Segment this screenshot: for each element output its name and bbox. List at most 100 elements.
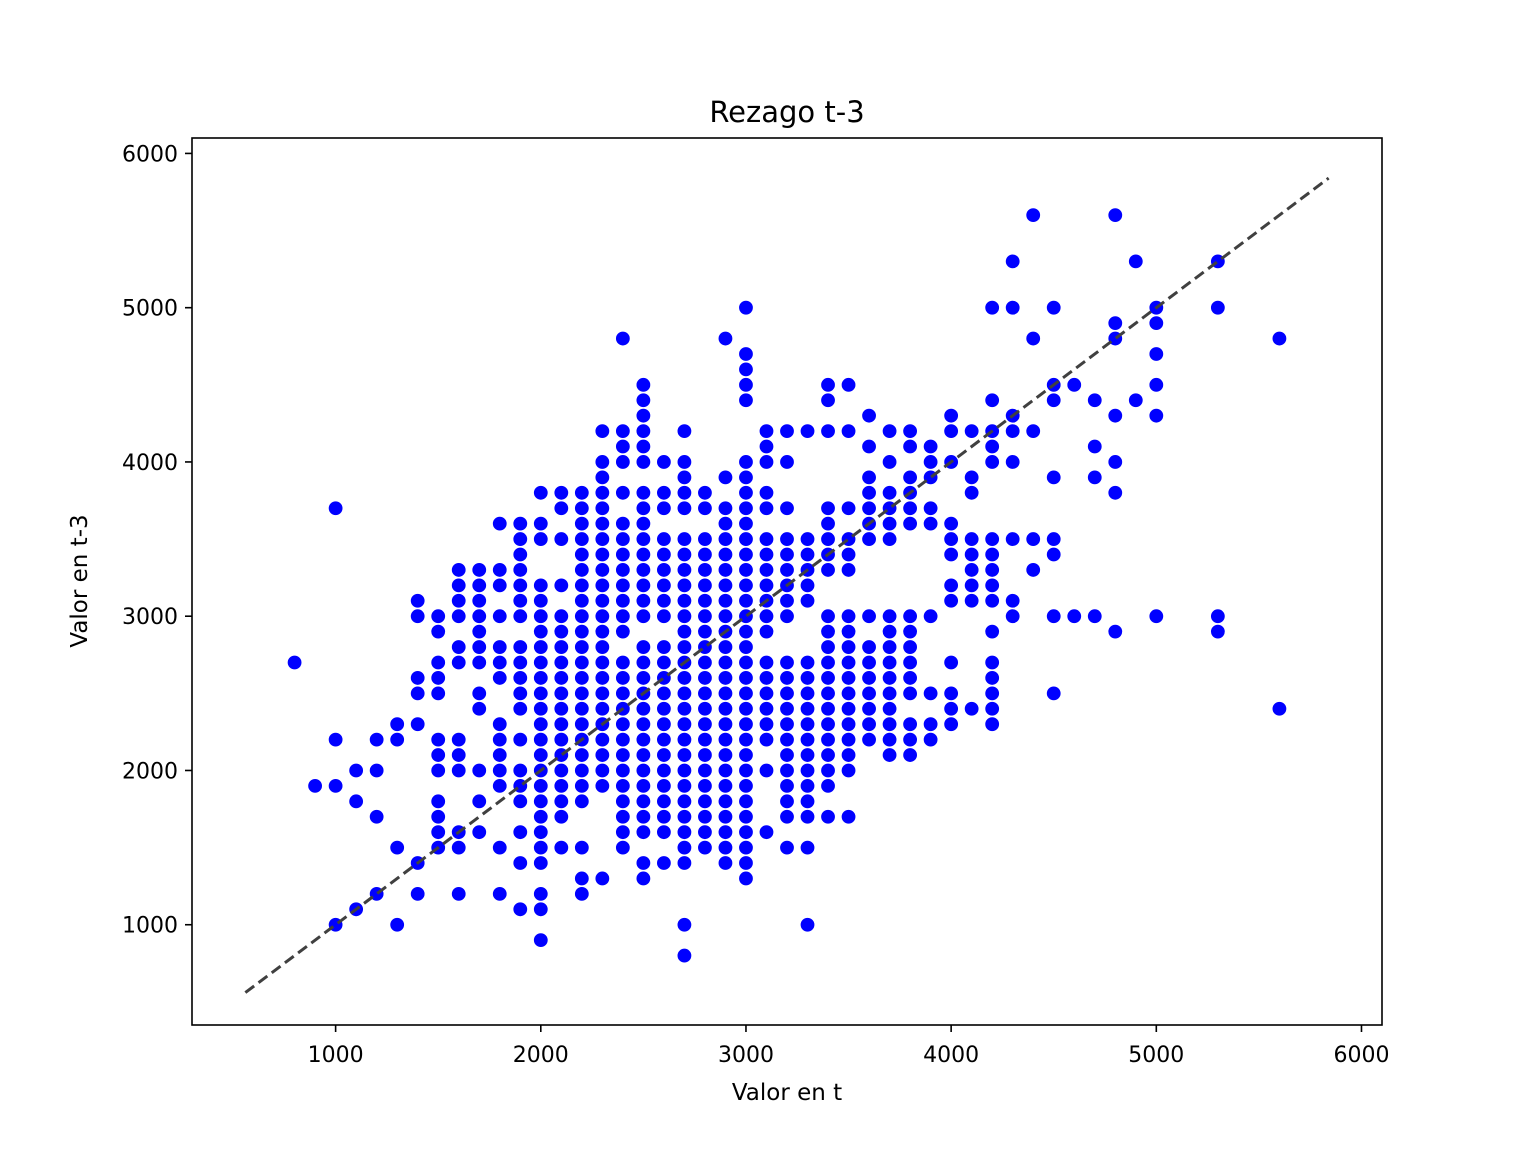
data-point xyxy=(737,731,755,748)
data-point xyxy=(717,731,734,748)
plot-frame xyxy=(191,137,1383,1026)
data-point xyxy=(1209,623,1226,640)
data-point xyxy=(717,608,734,625)
data-point xyxy=(1025,530,1042,548)
data-point xyxy=(389,716,406,733)
data-point xyxy=(655,453,672,471)
data-point xyxy=(758,438,775,455)
data-point xyxy=(573,608,590,625)
data-point xyxy=(635,870,652,887)
data-point xyxy=(860,716,878,733)
data-point xyxy=(860,438,878,455)
data-point xyxy=(553,654,570,671)
data-point xyxy=(778,808,796,825)
data-point xyxy=(984,392,1001,409)
data-point xyxy=(491,654,508,671)
data-point xyxy=(491,777,508,794)
data-point xyxy=(943,685,960,702)
data-point xyxy=(471,561,488,579)
data-point xyxy=(799,762,816,779)
data-point xyxy=(635,808,652,825)
data-point xyxy=(963,469,980,486)
data-point xyxy=(327,777,344,794)
data-point xyxy=(840,700,857,717)
data-point xyxy=(635,530,652,548)
data-point xyxy=(1148,608,1165,625)
data-point xyxy=(717,824,734,841)
data-point xyxy=(491,885,508,902)
data-point xyxy=(635,546,652,563)
data-point xyxy=(594,623,611,640)
data-point xyxy=(1209,299,1226,316)
data-point xyxy=(655,561,672,579)
data-point xyxy=(676,577,693,594)
data-point xyxy=(840,623,857,640)
data-point xyxy=(758,824,775,841)
data-point xyxy=(737,376,755,393)
data-point xyxy=(737,299,755,316)
data-point xyxy=(573,762,590,779)
data-point xyxy=(778,654,796,671)
data-point xyxy=(532,515,549,532)
data-point xyxy=(922,500,939,517)
data-point xyxy=(573,654,590,671)
data-point xyxy=(614,824,631,841)
data-point xyxy=(676,746,693,764)
data-point xyxy=(512,515,529,532)
data-point xyxy=(860,469,878,486)
data-point xyxy=(943,700,960,717)
data-point xyxy=(286,654,303,671)
data-point xyxy=(450,577,467,594)
data-point xyxy=(553,669,570,687)
data-point xyxy=(655,793,672,810)
data-point xyxy=(778,731,796,748)
data-point xyxy=(717,500,734,517)
data-point xyxy=(655,777,672,794)
data-point xyxy=(655,530,672,548)
data-point xyxy=(902,669,919,687)
data-point xyxy=(758,700,775,717)
data-point xyxy=(963,422,980,440)
data-point xyxy=(491,638,508,656)
data-point xyxy=(1066,608,1083,625)
data-point xyxy=(512,854,529,872)
data-point xyxy=(984,453,1001,471)
data-point xyxy=(532,716,549,733)
data-point xyxy=(512,901,529,918)
data-point xyxy=(553,793,570,810)
data-point xyxy=(553,700,570,717)
data-point xyxy=(594,870,611,887)
data-point xyxy=(553,839,570,856)
data-point xyxy=(676,608,693,625)
data-point xyxy=(758,762,775,779)
data-point xyxy=(1045,685,1062,702)
data-point xyxy=(1025,207,1042,224)
data-point xyxy=(696,484,714,501)
data-point xyxy=(491,716,508,733)
data-point xyxy=(902,746,919,764)
data-point xyxy=(614,546,631,563)
data-point xyxy=(819,808,837,825)
data-point xyxy=(819,638,837,656)
data-point xyxy=(840,716,857,733)
data-point xyxy=(635,746,652,764)
data-point xyxy=(389,731,406,748)
data-point xyxy=(902,654,919,671)
data-point xyxy=(676,500,693,517)
data-point xyxy=(717,685,734,702)
data-point xyxy=(450,731,467,748)
data-point xyxy=(902,515,919,532)
data-point xyxy=(348,793,365,810)
data-point xyxy=(491,839,508,856)
data-point xyxy=(778,592,796,609)
data-point xyxy=(1004,453,1021,471)
data-point xyxy=(635,407,652,424)
data-point xyxy=(1045,546,1062,563)
data-point xyxy=(573,777,590,794)
data-point xyxy=(676,839,693,856)
data-point xyxy=(491,762,508,779)
data-point xyxy=(737,453,755,471)
data-point xyxy=(1004,530,1021,548)
data-point xyxy=(635,515,652,532)
data-point xyxy=(594,577,611,594)
